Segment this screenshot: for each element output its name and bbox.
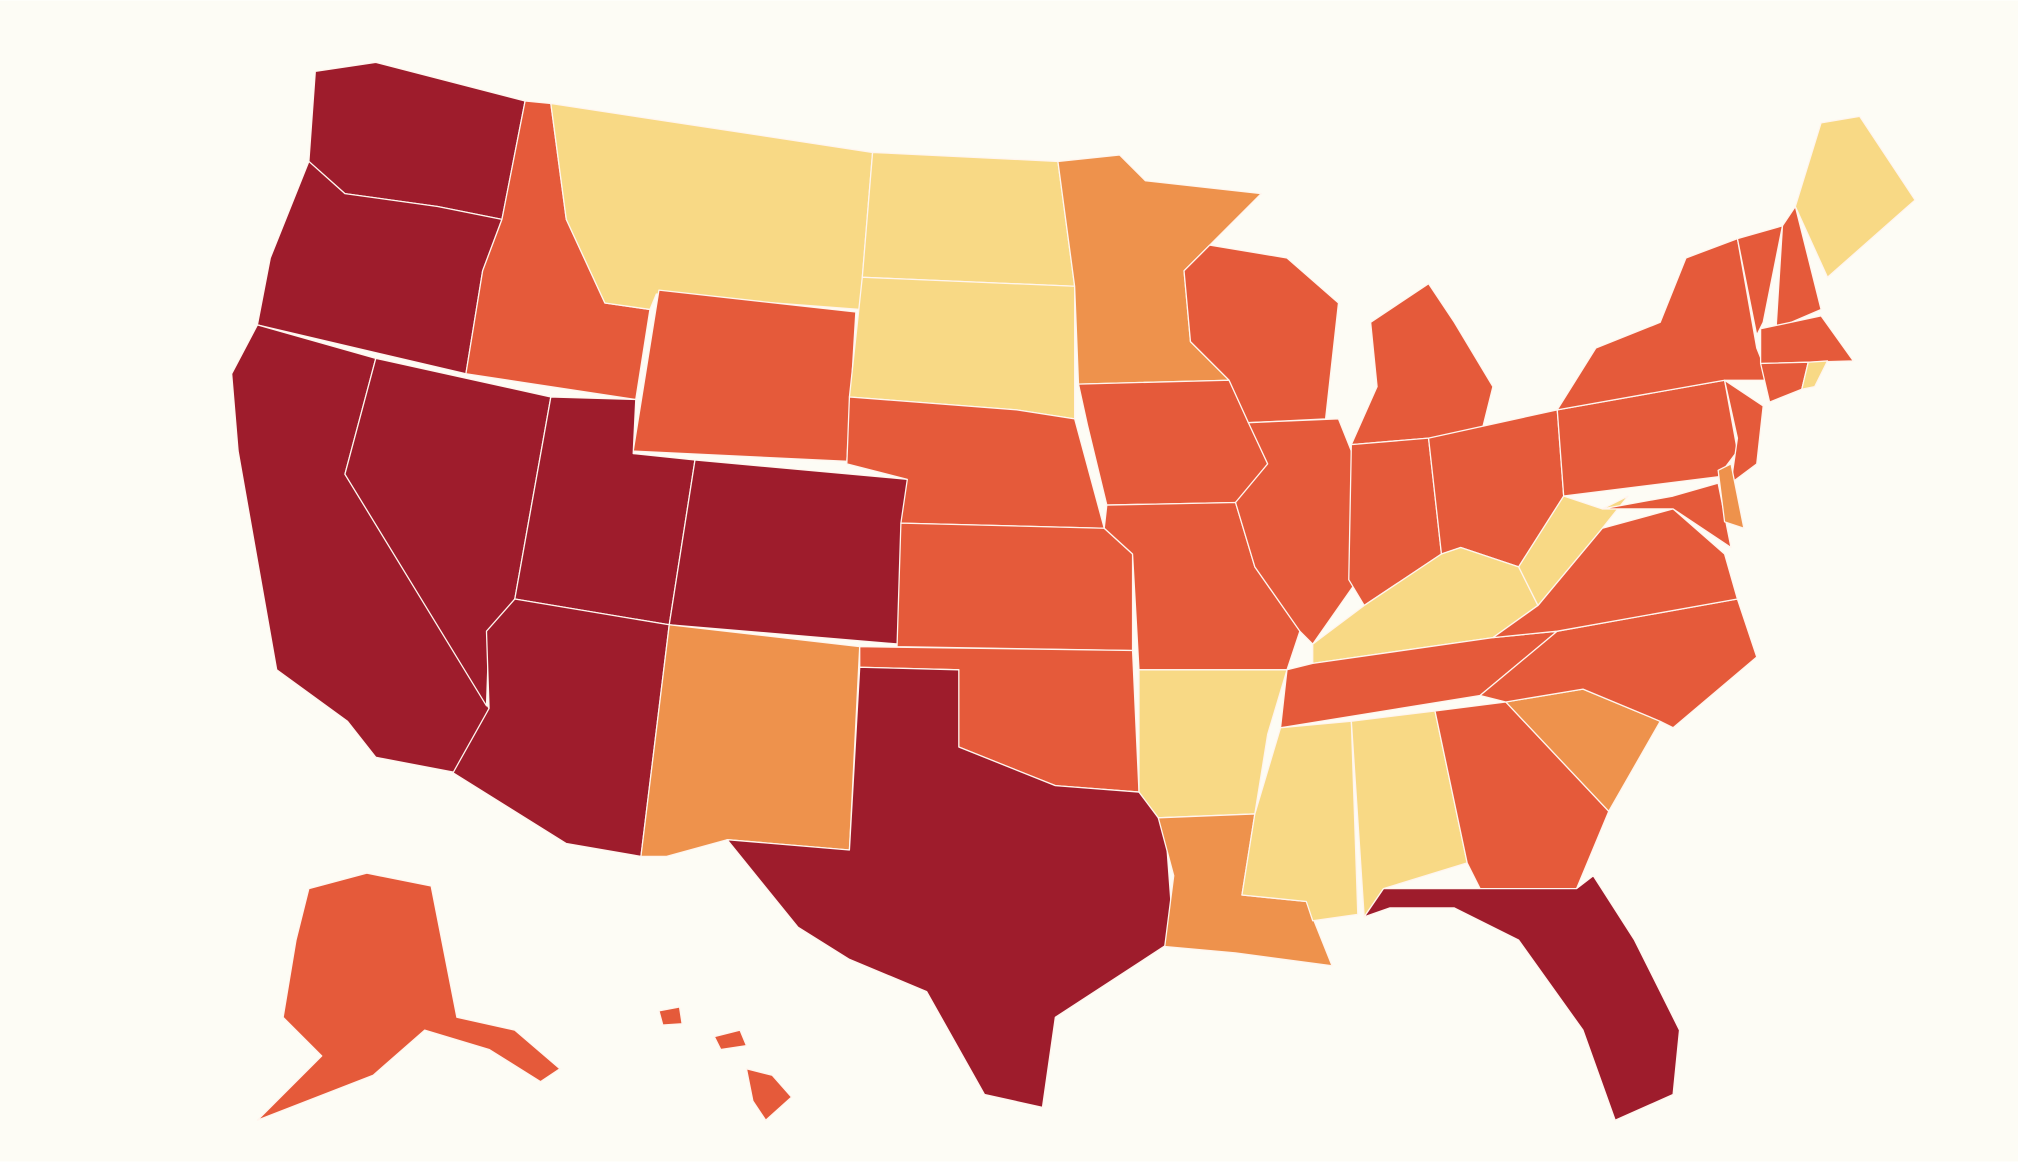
state: [256, 872, 561, 1121]
state: [1759, 315, 1854, 365]
state: [640, 624, 861, 858]
state: [1350, 710, 1468, 918]
state: [632, 289, 857, 462]
state: [1241, 720, 1359, 922]
state: [1775, 205, 1822, 330]
state: [726, 666, 1175, 1109]
state: [861, 151, 1076, 287]
state: [1363, 875, 1681, 1121]
state: [1794, 115, 1916, 278]
state: [1801, 360, 1829, 390]
state: [1723, 379, 1764, 484]
state: [658, 1006, 683, 1026]
state: [668, 459, 908, 645]
state: [745, 1068, 793, 1121]
state: [1736, 225, 1784, 336]
state: [713, 1029, 748, 1051]
state: [896, 522, 1134, 652]
state: [1717, 463, 1745, 529]
states: [231, 61, 1916, 1121]
state: [1234, 418, 1359, 645]
state: [848, 276, 1076, 420]
